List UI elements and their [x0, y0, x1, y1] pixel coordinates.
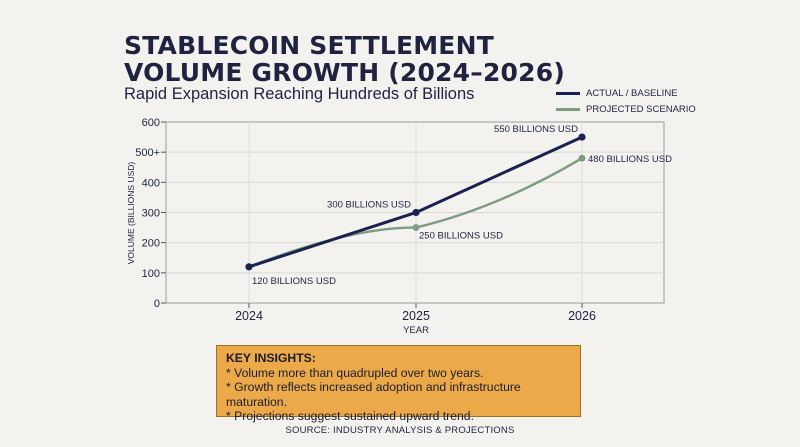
y-axis-title: VOLUME (BILLIONS USD) [126, 162, 136, 265]
legend: ACTUAL / BASELINE PROJECTED SCENARIO [556, 86, 696, 118]
data-label: 120 BILLIONS USD [252, 276, 336, 287]
data-label: 480 BILLIONS USD [588, 154, 672, 165]
legend-swatch-projected [556, 108, 580, 111]
data-point-actual [578, 133, 586, 141]
y-tick-label: 200 [142, 238, 160, 250]
legend-item-actual: ACTUAL / BASELINE [556, 86, 696, 101]
data-point-projected [578, 154, 586, 162]
insights-title: KEY INSIGHTS: [226, 351, 316, 365]
x-tick-label: 2025 [402, 309, 430, 323]
y-tick-label: 100 [142, 268, 160, 280]
legend-label-projected: PROJECTED SCENARIO [586, 104, 696, 115]
x-axis-title: YEAR [403, 325, 429, 336]
legend-swatch-actual [556, 92, 580, 95]
data-label: 300 BILLIONS USD [327, 200, 411, 211]
chart-title: STABLECOIN SETTLEMENT VOLUME GROWTH (202… [124, 31, 565, 87]
y-tick-label: 0 [154, 298, 160, 310]
y-tick-label: 300 [142, 208, 160, 220]
insight-item: * Growth reflects increased adoption and… [226, 380, 521, 409]
source-note: SOURCE: INDUSTRY ANALYSIS & PROJECTIONS [285, 425, 515, 436]
key-insights-box: KEY INSIGHTS: * Volume more than quadrup… [216, 345, 581, 423]
data-point-actual [245, 263, 253, 271]
y-tick-label: 400 [142, 177, 160, 189]
insight-item: * Projections suggest sustained upward t… [226, 409, 474, 423]
insight-item: * Volume more than quadrupled over two y… [226, 365, 484, 380]
x-tick-label: 2024 [235, 309, 263, 323]
legend-item-projected: PROJECTED SCENARIO [556, 102, 696, 117]
data-point-projected [412, 224, 420, 231]
chart-subtitle: Rapid Expansion Reaching Hundreds of Bil… [124, 85, 475, 103]
data-point-actual [412, 208, 420, 217]
legend-label-actual: ACTUAL / BASELINE [586, 88, 678, 99]
data-label: 250 BILLIONS USD [419, 231, 503, 242]
y-tick-label: 500+ [135, 147, 160, 159]
y-tick-label: 600 [142, 117, 160, 129]
data-label: 550 BILLIONS USD [494, 124, 578, 135]
x-tick-label: 2026 [568, 309, 596, 323]
